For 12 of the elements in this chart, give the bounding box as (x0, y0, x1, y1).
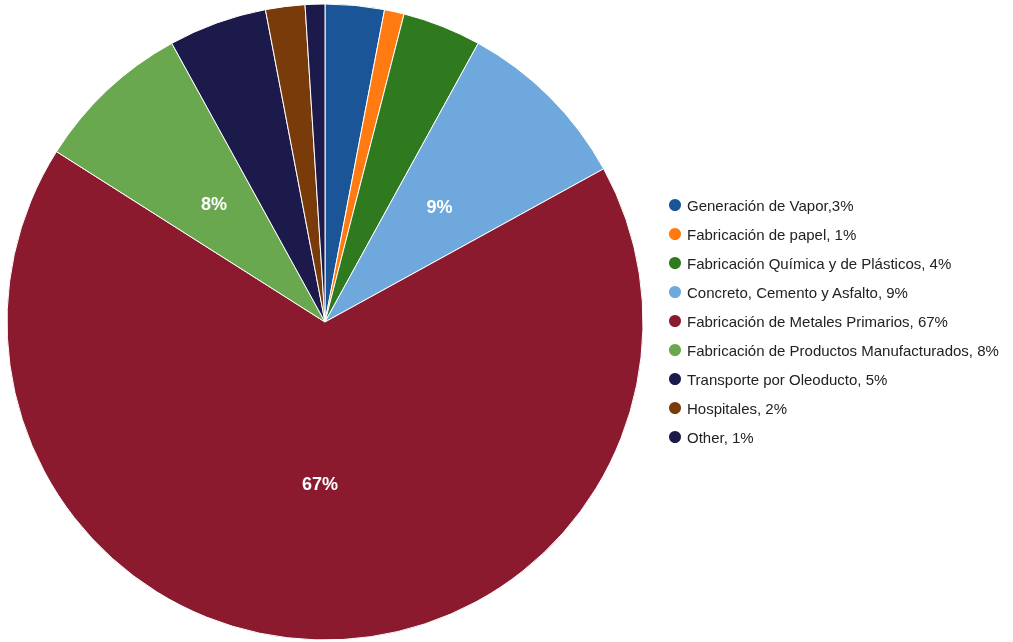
data-label: 9% (426, 197, 453, 218)
legend-label: Fabricación de papel, 1% (687, 225, 857, 243)
legend-label: Concreto, Cemento y Asfalto, 9% (687, 283, 908, 301)
legend-label: Generación de Vapor,3% (687, 196, 854, 214)
data-label: 8% (201, 193, 228, 214)
legend-label: Fabricación de Productos Manufacturados, 8% (687, 341, 999, 359)
data-label: 67% (301, 473, 338, 494)
legend-label: Other, 1% (687, 428, 754, 446)
legend-label: Fabricación de Metales Primarios, 67% (687, 312, 948, 330)
legend-label: Fabricación Química y de Plásticos, 4% (687, 254, 952, 272)
legend-label: Transporte por Oleoducto, 5% (687, 370, 888, 388)
legend-label: Hospitales, 2% (687, 399, 788, 417)
